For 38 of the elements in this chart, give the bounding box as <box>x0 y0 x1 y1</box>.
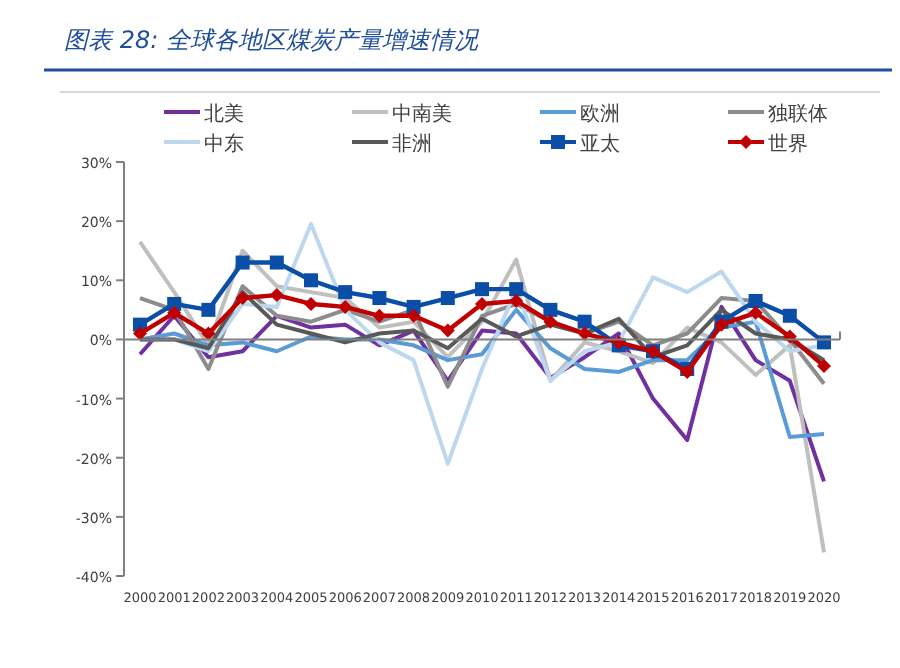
point <box>372 291 387 306</box>
point <box>338 285 353 300</box>
legend-label: 独联体 <box>768 102 828 126</box>
legend-label: 世界 <box>768 132 808 156</box>
point <box>304 273 318 288</box>
point <box>201 302 216 317</box>
point <box>748 305 763 320</box>
legend-label: 中东 <box>204 132 244 156</box>
legend-label: 亚太 <box>580 132 620 156</box>
point <box>167 305 182 320</box>
legend-label: 北美 <box>204 102 244 126</box>
point <box>201 326 216 341</box>
point <box>577 314 592 329</box>
point <box>509 282 524 297</box>
point <box>235 291 250 306</box>
point <box>782 308 797 323</box>
point <box>133 326 147 341</box>
point <box>406 308 421 323</box>
point <box>543 314 558 329</box>
point <box>543 302 558 317</box>
point <box>440 323 455 338</box>
point <box>475 296 489 311</box>
legend-label: 非洲 <box>392 132 432 156</box>
point <box>475 282 489 297</box>
point <box>440 291 455 306</box>
point <box>372 308 387 323</box>
point <box>577 326 592 341</box>
point <box>748 293 763 308</box>
point <box>269 288 284 303</box>
point <box>269 255 284 270</box>
point <box>817 359 831 374</box>
point <box>235 255 250 270</box>
legend-label: 中南美 <box>392 102 452 126</box>
point <box>338 299 353 314</box>
point <box>509 293 524 308</box>
point <box>304 296 318 311</box>
chart-title: 图表 28: 全球各地区煤炭产量增速情况 <box>64 26 480 54</box>
legend-label: 欧洲 <box>580 102 620 126</box>
